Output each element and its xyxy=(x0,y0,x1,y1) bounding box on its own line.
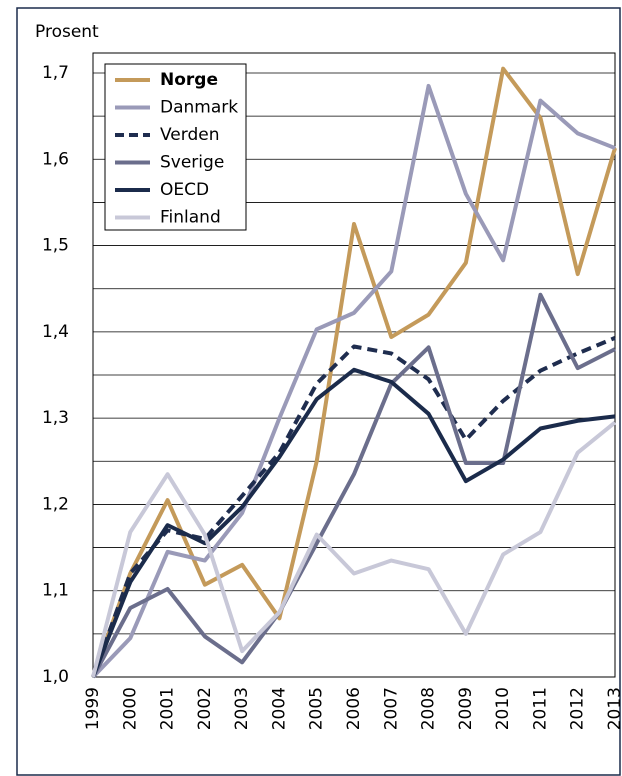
plot-area xyxy=(92,52,616,678)
series-line xyxy=(91,292,616,678)
x-tick-label: 2004 xyxy=(269,687,289,730)
y-tick-label: 1,6 xyxy=(42,149,69,169)
x-tick-label: 2000 xyxy=(120,687,140,730)
x-tick-label: 2005 xyxy=(307,687,327,730)
x-tick-label: 2003 xyxy=(232,687,252,730)
legend-label: Norge xyxy=(160,70,218,90)
x-tick-label: 2009 xyxy=(456,687,476,730)
chart-title: Prosent xyxy=(35,22,99,42)
series-line xyxy=(91,420,617,678)
y-tick-label: 1,4 xyxy=(42,322,69,342)
y-tick-label: 1,3 xyxy=(42,408,69,428)
x-tick-label: 2001 xyxy=(158,687,178,730)
x-tick-label: 2002 xyxy=(195,687,215,730)
x-tick-label: 2008 xyxy=(419,687,439,730)
y-tick-label: 1,0 xyxy=(42,667,69,687)
x-tick-label: 1999 xyxy=(83,687,103,730)
series-line xyxy=(91,83,616,679)
x-tick-label: 2011 xyxy=(530,687,550,730)
legend-label: OECD xyxy=(160,180,209,200)
legend-label: Finland xyxy=(160,208,221,228)
x-tick-label: 2012 xyxy=(568,687,588,730)
x-tick-label: 2006 xyxy=(344,687,364,730)
legend: Norge Danmark Verden Sverige OECD Finland xyxy=(104,63,247,231)
y-tick-label: 1,7 xyxy=(42,63,69,83)
series-line xyxy=(91,66,617,678)
y-tick-label: 1,1 xyxy=(42,581,69,601)
series-line xyxy=(91,367,616,678)
legend-label: Verden xyxy=(160,125,219,145)
frame xyxy=(16,7,621,776)
y-tick-label: 1,2 xyxy=(42,494,69,514)
legend-box xyxy=(104,63,247,231)
legend-label: Danmark xyxy=(160,98,238,118)
x-tick-label: 2013 xyxy=(605,687,622,730)
legend-label: Sverige xyxy=(160,153,224,173)
x-tick-label: 2007 xyxy=(381,687,401,730)
y-tick-label: 1,5 xyxy=(42,236,69,256)
x-tick-label: 2010 xyxy=(493,687,513,730)
